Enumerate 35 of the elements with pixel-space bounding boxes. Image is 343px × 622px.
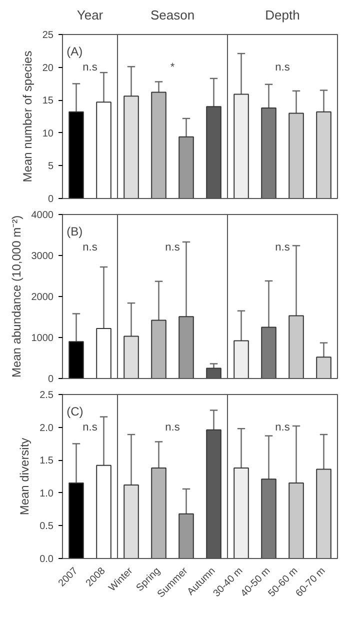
y-axis-title: Mean abundance (10,000 m⁻²) xyxy=(9,215,24,378)
y-tick-label: 0.5 xyxy=(40,521,54,532)
y-tick-label: 25 xyxy=(42,30,54,41)
y-tick-label: 10 xyxy=(42,128,54,140)
annotation: n.s xyxy=(275,61,290,74)
y-tick-label: 4000 xyxy=(31,210,54,221)
y-axis-title: Mean diversity xyxy=(18,438,32,516)
y-tick-label: 5 xyxy=(48,161,54,172)
y-tick-label: 0.0 xyxy=(40,554,54,565)
y-tick-label: 15 xyxy=(42,96,54,107)
text: Year xyxy=(76,7,104,22)
annotation: n.s xyxy=(82,241,98,254)
y-tick-label: 2.5 xyxy=(40,390,54,401)
y-axis-title: Mean number of species xyxy=(20,50,34,182)
annotation: (A) xyxy=(66,44,83,58)
annotation: n.s xyxy=(165,241,180,254)
y-tick-label: 3000 xyxy=(31,251,54,262)
annotation: n.s xyxy=(275,421,290,434)
annotation: (C) xyxy=(66,404,84,418)
text: Season xyxy=(150,7,195,22)
annotation: * xyxy=(170,61,176,74)
y-tick-label: 1.5 xyxy=(40,456,54,467)
y-tick-label: 1.0 xyxy=(40,488,54,500)
y-tick-label: 0 xyxy=(48,374,54,385)
y-tick-label: 1000 xyxy=(31,333,54,344)
y-tick-label: 2.0 xyxy=(40,422,54,434)
annotation: n.s xyxy=(82,61,98,74)
annotation: n.s xyxy=(275,241,290,254)
annotation: (B) xyxy=(66,224,83,238)
y-tick-label: 0 xyxy=(48,194,54,205)
annotation: n.s xyxy=(165,421,180,434)
y-tick-label: 2000 xyxy=(31,292,54,303)
text: Depth xyxy=(265,7,300,22)
annotation: n.s xyxy=(82,421,98,434)
y-tick-label: 20 xyxy=(42,62,54,74)
